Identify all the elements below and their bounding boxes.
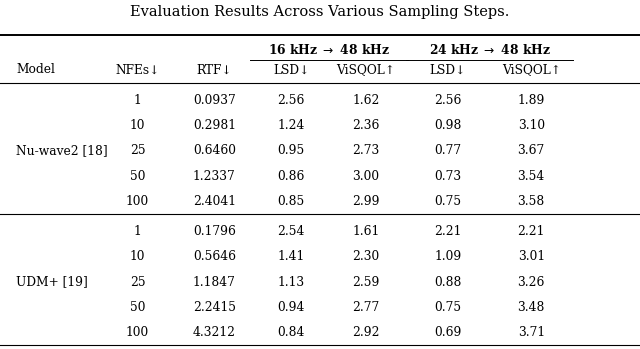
Text: LSD↓: LSD↓	[430, 63, 466, 76]
Text: 2.56: 2.56	[435, 94, 461, 107]
Text: 2.21: 2.21	[435, 225, 461, 238]
Text: ViSQOL↑: ViSQOL↑	[502, 63, 561, 76]
Text: 2.99: 2.99	[353, 195, 380, 208]
Text: 1.89: 1.89	[518, 94, 545, 107]
Text: 50: 50	[130, 170, 145, 183]
Text: 0.0937: 0.0937	[193, 94, 236, 107]
Text: 0.98: 0.98	[435, 119, 461, 132]
Text: 0.95: 0.95	[278, 144, 305, 157]
Text: 2.30: 2.30	[353, 251, 380, 263]
Text: 0.5646: 0.5646	[193, 251, 236, 263]
Text: 1.13: 1.13	[278, 276, 305, 289]
Text: 0.84: 0.84	[278, 326, 305, 339]
Text: 0.94: 0.94	[278, 301, 305, 314]
Text: 2.21: 2.21	[518, 225, 545, 238]
Text: ViSQOL↑: ViSQOL↑	[337, 63, 396, 76]
Text: 1.24: 1.24	[278, 119, 305, 132]
Text: UDM+ [19]: UDM+ [19]	[16, 276, 88, 289]
Text: 3.48: 3.48	[518, 301, 545, 314]
Text: 0.1796: 0.1796	[193, 225, 236, 238]
Text: LSD↓: LSD↓	[273, 63, 309, 76]
Text: 10: 10	[130, 251, 145, 263]
Text: 0.86: 0.86	[278, 170, 305, 183]
Text: 4.3212: 4.3212	[193, 326, 236, 339]
Text: 3.54: 3.54	[518, 170, 545, 183]
Text: 24 kHz $\rightarrow$ 48 kHz: 24 kHz $\rightarrow$ 48 kHz	[429, 43, 550, 57]
Text: Model: Model	[16, 63, 55, 76]
Text: 1.1847: 1.1847	[193, 276, 236, 289]
Text: 3.00: 3.00	[353, 170, 380, 183]
Text: 0.6460: 0.6460	[193, 144, 236, 157]
Text: NFEs↓: NFEs↓	[115, 63, 160, 76]
Text: 2.77: 2.77	[353, 301, 380, 314]
Text: 0.75: 0.75	[435, 301, 461, 314]
Text: 1: 1	[134, 225, 141, 238]
Text: 2.2415: 2.2415	[193, 301, 236, 314]
Text: 0.75: 0.75	[435, 195, 461, 208]
Text: Nu-wave2 [18]: Nu-wave2 [18]	[16, 144, 108, 157]
Text: 1.09: 1.09	[435, 251, 461, 263]
Text: 2.73: 2.73	[353, 144, 380, 157]
Text: 1: 1	[134, 94, 141, 107]
Text: 25: 25	[130, 276, 145, 289]
Text: 2.56: 2.56	[278, 94, 305, 107]
Text: 2.59: 2.59	[353, 276, 380, 289]
Text: 1.62: 1.62	[353, 94, 380, 107]
Text: 0.2981: 0.2981	[193, 119, 236, 132]
Text: 0.85: 0.85	[278, 195, 305, 208]
Text: 1.61: 1.61	[353, 225, 380, 238]
Text: 3.01: 3.01	[518, 251, 545, 263]
Text: 0.69: 0.69	[435, 326, 461, 339]
Text: 2.92: 2.92	[353, 326, 380, 339]
Text: Evaluation Results Across Various Sampling Steps.: Evaluation Results Across Various Sampli…	[131, 5, 509, 19]
Text: 2.4041: 2.4041	[193, 195, 236, 208]
Text: 3.71: 3.71	[518, 326, 545, 339]
Text: 3.58: 3.58	[518, 195, 545, 208]
Text: 3.67: 3.67	[518, 144, 545, 157]
Text: 1.2337: 1.2337	[193, 170, 236, 183]
Text: 3.10: 3.10	[518, 119, 545, 132]
Text: 100: 100	[126, 195, 149, 208]
Text: 2.36: 2.36	[353, 119, 380, 132]
Text: 1.41: 1.41	[278, 251, 305, 263]
Text: 3.26: 3.26	[518, 276, 545, 289]
Text: 100: 100	[126, 326, 149, 339]
Text: 50: 50	[130, 301, 145, 314]
Text: 0.88: 0.88	[435, 276, 461, 289]
Text: 25: 25	[130, 144, 145, 157]
Text: 0.73: 0.73	[435, 170, 461, 183]
Text: 16 kHz $\rightarrow$ 48 kHz: 16 kHz $\rightarrow$ 48 kHz	[268, 43, 390, 57]
Text: 2.54: 2.54	[278, 225, 305, 238]
Text: RTF↓: RTF↓	[196, 63, 232, 76]
Text: 0.77: 0.77	[435, 144, 461, 157]
Text: 10: 10	[130, 119, 145, 132]
